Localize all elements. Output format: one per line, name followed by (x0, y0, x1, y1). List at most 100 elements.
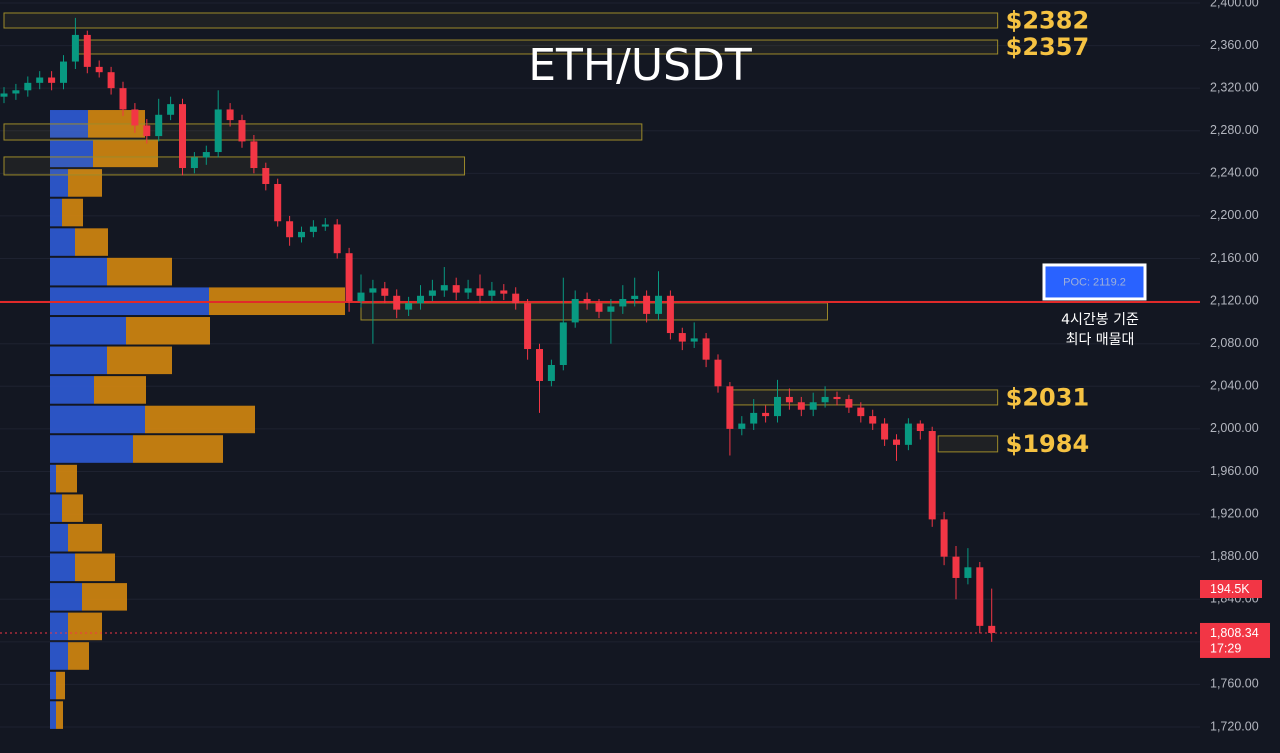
candle-body (774, 396, 781, 417)
candle-body (762, 412, 770, 417)
poc-label: POC: 2119.2 (1063, 276, 1126, 288)
candle-body (167, 104, 175, 115)
profile-buy (50, 523, 68, 552)
profile-buy (50, 583, 82, 611)
y-tick-label: 1,920.00 (1210, 506, 1259, 520)
profile-sell (68, 642, 89, 670)
zone (360, 302, 828, 321)
candle-body (60, 61, 67, 83)
candle-body (452, 285, 460, 293)
candle-body (750, 412, 758, 424)
y-tick-label: 2,080.00 (1210, 336, 1259, 350)
y-tick-label: 2,000.00 (1210, 421, 1259, 435)
profile-sell (68, 523, 102, 552)
profile-buy (50, 139, 93, 168)
candle-body (702, 338, 710, 360)
candle-body (833, 396, 841, 400)
layer (0, 2, 1200, 729)
candle-body (405, 303, 413, 310)
price-tag (1200, 622, 1270, 658)
profile-buy (50, 464, 56, 493)
zone (3, 123, 643, 141)
candle-body (321, 224, 329, 227)
profile-buy (50, 642, 68, 670)
candle-body (381, 288, 389, 296)
candle-body (95, 66, 103, 73)
candle-body (190, 157, 198, 169)
countdown: 17:29 (1210, 641, 1241, 655)
candle-body (976, 567, 984, 626)
profile-sell (68, 169, 102, 197)
candle-body (202, 152, 210, 158)
profile-buy (50, 553, 75, 582)
candle-body (393, 295, 401, 310)
candle-body (83, 34, 91, 67)
candle-body (274, 183, 282, 222)
candle-body (988, 625, 996, 633)
profile-sell (62, 198, 83, 227)
profile-sell (62, 494, 83, 522)
zone-label: $2031 (1006, 383, 1090, 411)
candle-body (904, 423, 912, 445)
candle-body (952, 556, 960, 578)
zone (3, 12, 999, 29)
zone-label: $2382 (1006, 6, 1090, 34)
candle-body (940, 519, 948, 557)
candle-body (464, 288, 472, 293)
candle-body (12, 90, 20, 94)
annotation: 최다 매물대 (1066, 332, 1135, 348)
candle-body (928, 431, 936, 520)
zone-label: $2357 (1006, 33, 1090, 61)
candle-body (214, 109, 222, 153)
profile-buy (50, 612, 68, 641)
chart-title: ETH/USDT (528, 40, 752, 91)
candle-body (845, 399, 853, 408)
profile-buy (50, 317, 126, 345)
candle-body (417, 295, 424, 304)
profile-buy (50, 405, 145, 434)
profile-sell (56, 464, 77, 493)
last-price-label: 1,808.34 (1210, 626, 1259, 640)
profile-buy (50, 228, 75, 256)
candle-body (583, 298, 591, 304)
y-tick-label: 1,720.00 (1210, 719, 1259, 733)
candle-body (631, 295, 639, 299)
profile-buy (50, 701, 56, 729)
candle-body (738, 423, 746, 429)
candle-body (48, 77, 56, 83)
profile-sell (126, 317, 210, 345)
profile-buy (50, 198, 62, 227)
profile-sell (68, 612, 102, 641)
profile-sell (82, 583, 127, 611)
candle-body (559, 322, 567, 366)
profile-sell (75, 553, 115, 582)
volume-tag: 194.5K (1210, 582, 1250, 596)
profile-buy (50, 376, 94, 404)
candle-body (24, 82, 32, 91)
candle-body (36, 77, 44, 83)
candle-body (536, 349, 543, 381)
candle-body (690, 338, 698, 342)
poc-box (1042, 263, 1147, 301)
profile-buy (50, 346, 107, 375)
candle-body (131, 109, 139, 126)
candle-body (71, 34, 79, 62)
candle-body (797, 402, 805, 410)
y-tick-label: 2,360.00 (1210, 38, 1259, 52)
profile-buy (50, 494, 62, 522)
y-tick-label: 2,040.00 (1210, 379, 1259, 393)
candle-body (119, 88, 127, 110)
candle-body (428, 290, 436, 296)
candle-body (476, 288, 484, 296)
y-tick-label: 2,160.00 (1210, 251, 1259, 265)
y-tick-label: 1,960.00 (1210, 464, 1259, 478)
candle-body (881, 423, 889, 440)
candle-body (893, 439, 900, 445)
candle-body (643, 295, 651, 314)
zone (729, 389, 999, 406)
y-tick-label: 2,120.00 (1210, 293, 1259, 307)
profile-sell (107, 346, 172, 375)
candle-body (500, 290, 508, 294)
annotation: 4시간봉 기준 (1061, 312, 1139, 328)
